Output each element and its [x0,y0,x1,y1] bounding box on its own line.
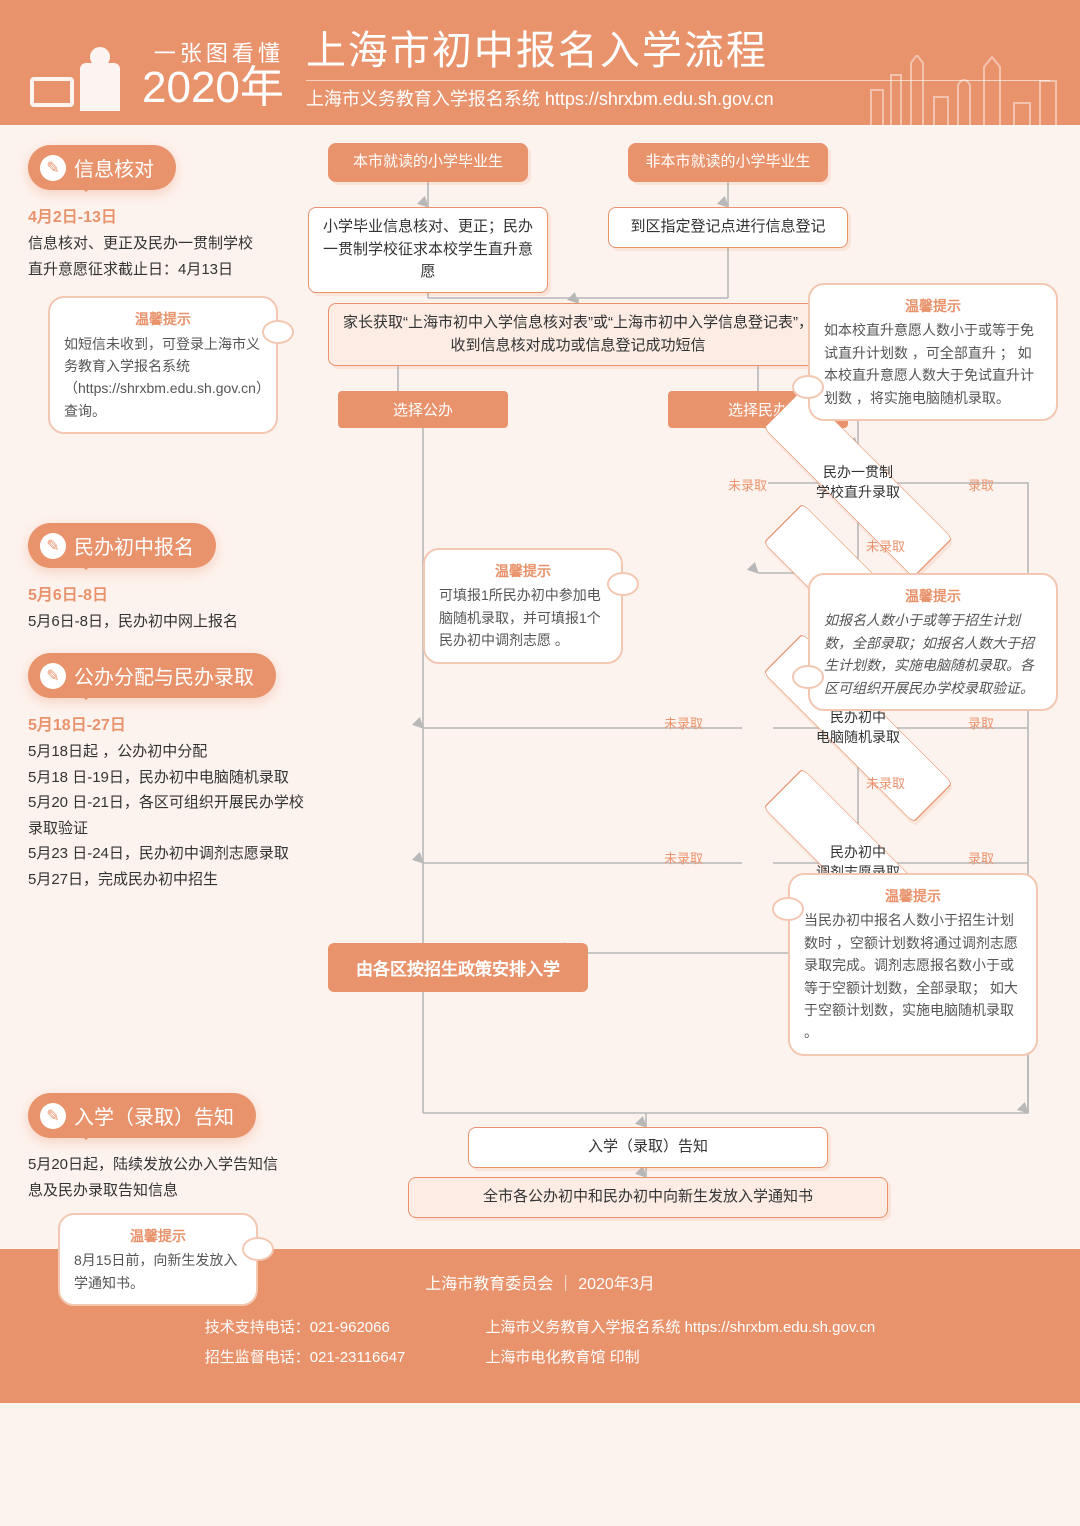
section-pill-1: ✎ 信息核对 [28,145,176,190]
node-notice1: 入学（录取）告知 [468,1127,828,1168]
edit-icon: ✎ [40,663,66,689]
section4-desc: 5月20日起，陆续发放公办入学告知信息及民办录取告知信息 [28,1152,288,1203]
node-a2: 小学毕业信息核对、更正；民办一贯制学校征求本校学生直升意愿 [308,207,548,293]
edit-icon: ✎ [40,155,66,181]
header-year: 2020年 [142,65,284,111]
lbl-unacc-4: 未录取 [866,773,905,792]
section2-date: 5月6日-8日 [28,582,288,609]
flow-canvas: ✎ 信息核对 4月2日-13日 信息核对、更正及民办一贯制学校 直升意愿征求截止… [28,153,1052,1223]
tip-sms: 温馨提示 如短信未收到，可登录上海市义务教育入学报名系统（https://shr… [48,296,278,434]
edit-icon: ✎ [40,1103,66,1129]
edit-icon: ✎ [40,533,66,559]
lbl-acc-5: 录取 [968,848,994,867]
section-pill-4: ✎ 入学（录取）告知 [28,1093,256,1138]
lbl-unacc-3: 未录取 [664,713,703,732]
section3-desc: 5月18日起 ，公办初中分配 5月18 日-19日，民办初中电脑随机录取 5月2… [28,739,308,892]
footer-leftA: 技术支持电话：021-962066 [205,1313,406,1343]
tip-random: 温馨提示 如报名人数小于或等于招生计划数，全部录取；如报名人数大于招生计划数，实… [808,573,1058,711]
node-b2: 到区指定登记点进行信息登记 [608,207,848,248]
node-notice2: 全市各公办初中和民办初中向新生发放入学通知书 [408,1177,888,1218]
node-merge: 家长获取“上海市初中入学信息核对表”或“上海市初中入学信息登记表”，收到信息核对… [328,303,828,366]
lbl-acc-1: 录取 [968,475,994,494]
tip-online: 温馨提示 可填报1所民办初中参加电脑随机录取，并可填报1个民办初中调剂志愿 。 [423,548,623,664]
choice-public: 选择公办 [338,391,508,428]
lbl-acc-3: 录取 [968,713,994,732]
tip-notice: 温馨提示 8月15日前，向新生发放入学通知书。 [58,1213,258,1306]
tip-adjust: 温馨提示 当民办初中报名人数小于招生计划数时 ，空额计划数将通过调剂志愿录取完成… [788,873,1038,1056]
section2-desc: 5月6日-8日，民办初中网上报名 [28,609,288,635]
result-bar: 由各区按招生政策安排入学 [328,943,588,992]
section3-date: 5月18日-27日 [28,712,308,739]
lbl-unacc-5: 未录取 [664,848,703,867]
lbl-unacc-2: 未录取 [866,536,905,555]
skyline-icon [866,55,1066,125]
section-pill-3: ✎ 公办分配与民办录取 [28,653,276,698]
node-head-nonlocal: 非本市就读的小学毕业生 [628,143,828,182]
node-head-local: 本市就读的小学毕业生 [328,143,528,182]
header-logo [30,63,120,111]
header-eyebrow: 一张图看懂 [142,42,284,65]
footer-rightB: 上海市电化教育馆 印制 [485,1343,875,1373]
header: 一张图看懂 2020年 上海市初中报名入学流程 上海市义务教育入学报名系统 ht… [0,0,1080,125]
footer-rightA: 上海市义务教育入学报名系统 https://shrxbm.edu.sh.gov.… [485,1313,875,1343]
lbl-unacc-1: 未录取 [728,475,767,494]
section1-date: 4月2日-13日 [28,204,288,231]
section-pill-2: ✎ 民办初中报名 [28,523,216,568]
section1-desc: 信息核对、更正及民办一贯制学校 直升意愿征求截止日：4月13日 [28,231,288,282]
footer-leftB: 招生监督电话：021-23116647 [205,1343,406,1373]
tip-direct: 温馨提示 如本校直升意愿人数小于或等于免试直升计划数 ，可全部直升 ； 如本校直… [808,283,1058,421]
